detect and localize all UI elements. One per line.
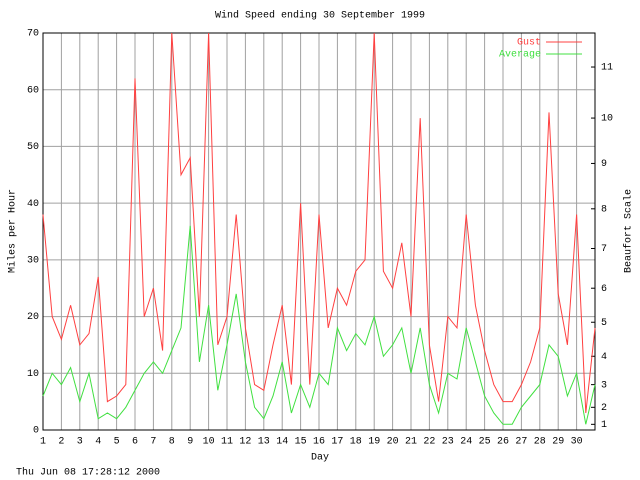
series-line [42, 32, 596, 414]
x-tick-label: 15 [295, 437, 307, 448]
legend-label: Gust [517, 38, 541, 49]
x-tick-label: 27 [515, 437, 527, 448]
y-tick-label: 30 [27, 255, 39, 266]
x-tick-label: 3 [77, 437, 83, 448]
y-tick-label: 50 [27, 142, 39, 153]
footer: Thu Jun 08 17:28:12 2000 [16, 467, 160, 479]
x-tick-label: 17 [331, 437, 343, 448]
legend-label: Average [499, 50, 541, 61]
x-tick-label: 16 [313, 437, 325, 448]
y2-tick-label: 2 [601, 403, 607, 414]
y2-tick-label: 6 [601, 284, 607, 295]
series-line [42, 225, 596, 425]
y2-tick-label: 3 [601, 380, 607, 391]
x-tick-label: 23 [442, 437, 454, 448]
x-tick-label: 8 [169, 437, 175, 448]
x-tick-label: 4 [95, 437, 101, 448]
x-tick-label: 9 [187, 437, 193, 448]
y-tick-label: 20 [27, 312, 39, 323]
x-tick-label: 24 [460, 437, 472, 448]
y2-tick-label: 11 [601, 63, 613, 74]
x-tick-label: 10 [203, 437, 215, 448]
y2-tick-label: 8 [601, 204, 607, 215]
x-tick-label: 28 [534, 437, 546, 448]
x-tick-label: 2 [58, 437, 64, 448]
y2-tick-label: 4 [601, 352, 607, 363]
x-tick-label: 19 [368, 437, 380, 448]
y-tick-label: 70 [27, 29, 39, 40]
x-tick-label: 1 [40, 437, 46, 448]
y2-tick-label: 5 [601, 318, 607, 329]
x-tick-label: 12 [239, 437, 251, 448]
y-tick-label: 10 [27, 369, 39, 380]
x-tick-label: 26 [497, 437, 509, 448]
x-tick-label: 20 [387, 437, 399, 448]
y-tick-label: 0 [33, 426, 39, 437]
x-axis-label: Day [311, 453, 329, 464]
x-tick-label: 5 [114, 437, 120, 448]
x-tick-label: 29 [552, 437, 564, 448]
x-tick-label: 13 [258, 437, 270, 448]
y-tick-label: 60 [27, 85, 39, 96]
y2-tick-label: 9 [601, 159, 607, 170]
plot-frame [42, 32, 596, 431]
y-axis-label: Miles per Hour [7, 189, 19, 273]
y-tick-label: 40 [27, 199, 39, 210]
x-tick-label: 25 [479, 437, 491, 448]
x-tick-label: 18 [350, 437, 362, 448]
x-tick-label: 21 [405, 437, 417, 448]
y2-tick-label: 7 [601, 244, 607, 255]
x-tick-label: 22 [423, 437, 435, 448]
y2-tick-label: 1 [601, 420, 607, 431]
y2-tick-label: 10 [601, 114, 613, 125]
x-tick-label: 30 [571, 437, 583, 448]
chart-title: Wind Speed ending 30 September 1999 [215, 10, 425, 22]
y2-axis-label: Beaufort Scale [623, 189, 635, 273]
x-tick-label: 6 [132, 437, 138, 448]
x-tick-label: 11 [221, 437, 233, 448]
x-tick-label: 7 [150, 437, 156, 448]
x-tick-label: 14 [276, 437, 288, 448]
